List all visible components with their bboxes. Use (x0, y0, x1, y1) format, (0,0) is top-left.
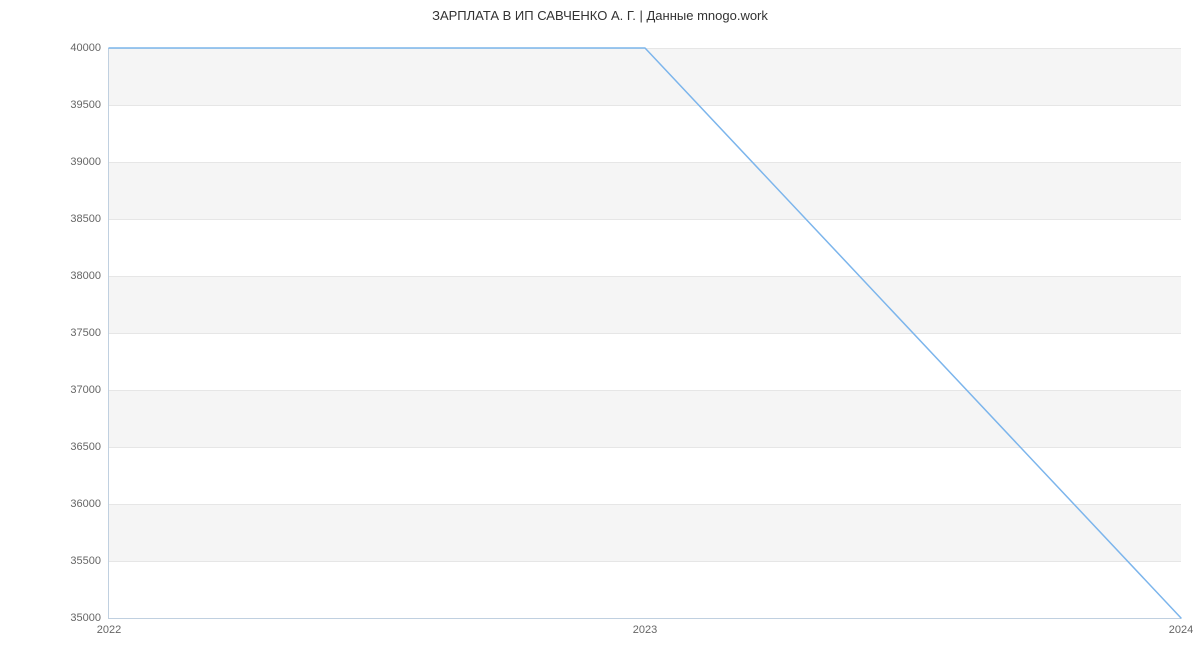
y-tick-label: 37500 (70, 327, 101, 339)
plot-area: 3500035500360003650037000375003800038500… (108, 48, 1181, 619)
y-tick-label: 36500 (70, 441, 101, 453)
y-tick-label: 38000 (70, 270, 101, 282)
y-tick-label: 37000 (70, 384, 101, 396)
x-tick-label: 2023 (633, 624, 657, 636)
y-tick-label: 39500 (70, 99, 101, 111)
chart-container: ЗАРПЛАТА В ИП САВЧЕНКО А. Г. | Данные mn… (0, 0, 1200, 650)
chart-title: ЗАРПЛАТА В ИП САВЧЕНКО А. Г. | Данные mn… (0, 8, 1200, 23)
y-tick-label: 38500 (70, 213, 101, 225)
y-tick-label: 35500 (70, 555, 101, 567)
x-tick-label: 2022 (97, 624, 121, 636)
y-tick-label: 39000 (70, 156, 101, 168)
series-line (109, 48, 1181, 618)
y-tick-label: 35000 (70, 612, 101, 624)
line-layer (109, 48, 1181, 618)
x-tick-label: 2024 (1169, 624, 1193, 636)
y-tick-label: 36000 (70, 498, 101, 510)
y-tick-label: 40000 (70, 42, 101, 54)
